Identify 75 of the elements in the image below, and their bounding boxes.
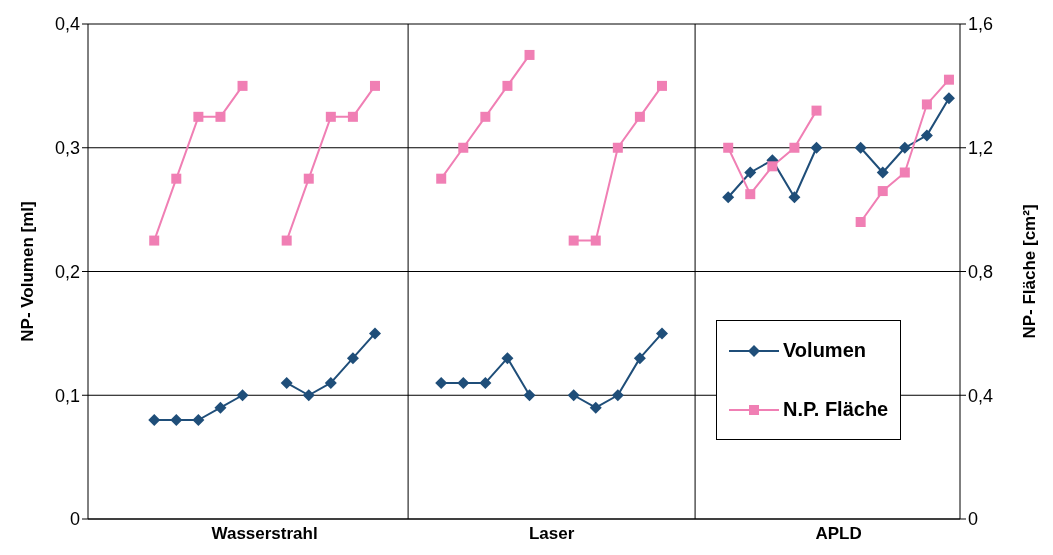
point <box>589 401 602 414</box>
point <box>789 142 800 153</box>
point <box>436 173 447 184</box>
point <box>634 111 645 122</box>
x-tick-label: Wasserstrahl <box>211 524 318 544</box>
y2-tick-label: 0,4 <box>968 385 994 406</box>
point <box>280 376 293 389</box>
point <box>854 141 867 154</box>
point <box>524 49 535 60</box>
point <box>876 166 889 179</box>
point <box>281 235 292 246</box>
x-tick-label: APLD <box>815 524 862 544</box>
y-tick-label: 0,2 <box>54 261 80 282</box>
y-tick-label: 0,4 <box>54 14 80 35</box>
legend-label: N.P. Fläche <box>783 398 889 421</box>
point <box>501 352 514 365</box>
point <box>458 142 469 153</box>
point <box>479 376 492 389</box>
point <box>855 217 866 227</box>
point <box>502 80 513 91</box>
point <box>722 191 735 204</box>
point <box>611 389 624 402</box>
point <box>215 111 226 122</box>
point <box>148 414 161 426</box>
point <box>898 141 911 154</box>
x-tick-label: Laser <box>528 524 575 544</box>
point <box>346 352 359 365</box>
point <box>325 111 336 122</box>
point <box>170 414 183 426</box>
point <box>567 389 580 402</box>
point <box>149 235 160 246</box>
y-tick-label: 0,1 <box>54 385 80 406</box>
point <box>368 327 381 340</box>
y2-tick-label: 0 <box>968 509 979 530</box>
point <box>877 186 888 197</box>
point <box>745 189 756 200</box>
y-axis-title: NP- Volumen [ml] <box>18 201 38 342</box>
point <box>633 352 646 365</box>
point <box>193 111 204 122</box>
y2-axis-title: NP- Fläche [cm²] <box>1020 204 1040 339</box>
point <box>523 389 536 402</box>
point <box>899 167 910 178</box>
point <box>920 129 933 142</box>
legend-label: Volumen <box>783 339 866 362</box>
y2-tick-label: 1,2 <box>968 138 994 159</box>
point <box>656 80 667 91</box>
point <box>237 80 248 91</box>
point <box>788 191 801 204</box>
point <box>568 235 579 246</box>
point <box>744 166 757 179</box>
point <box>943 74 954 85</box>
y-tick-label: 0 <box>69 509 80 530</box>
point <box>810 141 823 154</box>
y2-tick-label: 1,6 <box>968 14 994 35</box>
point <box>324 376 337 389</box>
point <box>171 173 182 184</box>
point <box>457 376 470 389</box>
point <box>347 111 358 122</box>
point <box>480 111 491 122</box>
y-tick-label: 0,3 <box>54 138 80 159</box>
point <box>302 389 315 402</box>
point <box>192 414 205 426</box>
point <box>590 235 601 246</box>
point <box>303 173 314 184</box>
point <box>369 80 380 91</box>
point <box>767 161 778 172</box>
point <box>723 142 734 153</box>
point <box>921 99 932 110</box>
point <box>655 327 668 340</box>
point <box>811 105 822 116</box>
y2-tick-label: 0,8 <box>968 261 994 282</box>
point <box>236 389 249 402</box>
point <box>612 142 623 153</box>
point <box>214 401 227 414</box>
point <box>942 92 955 105</box>
